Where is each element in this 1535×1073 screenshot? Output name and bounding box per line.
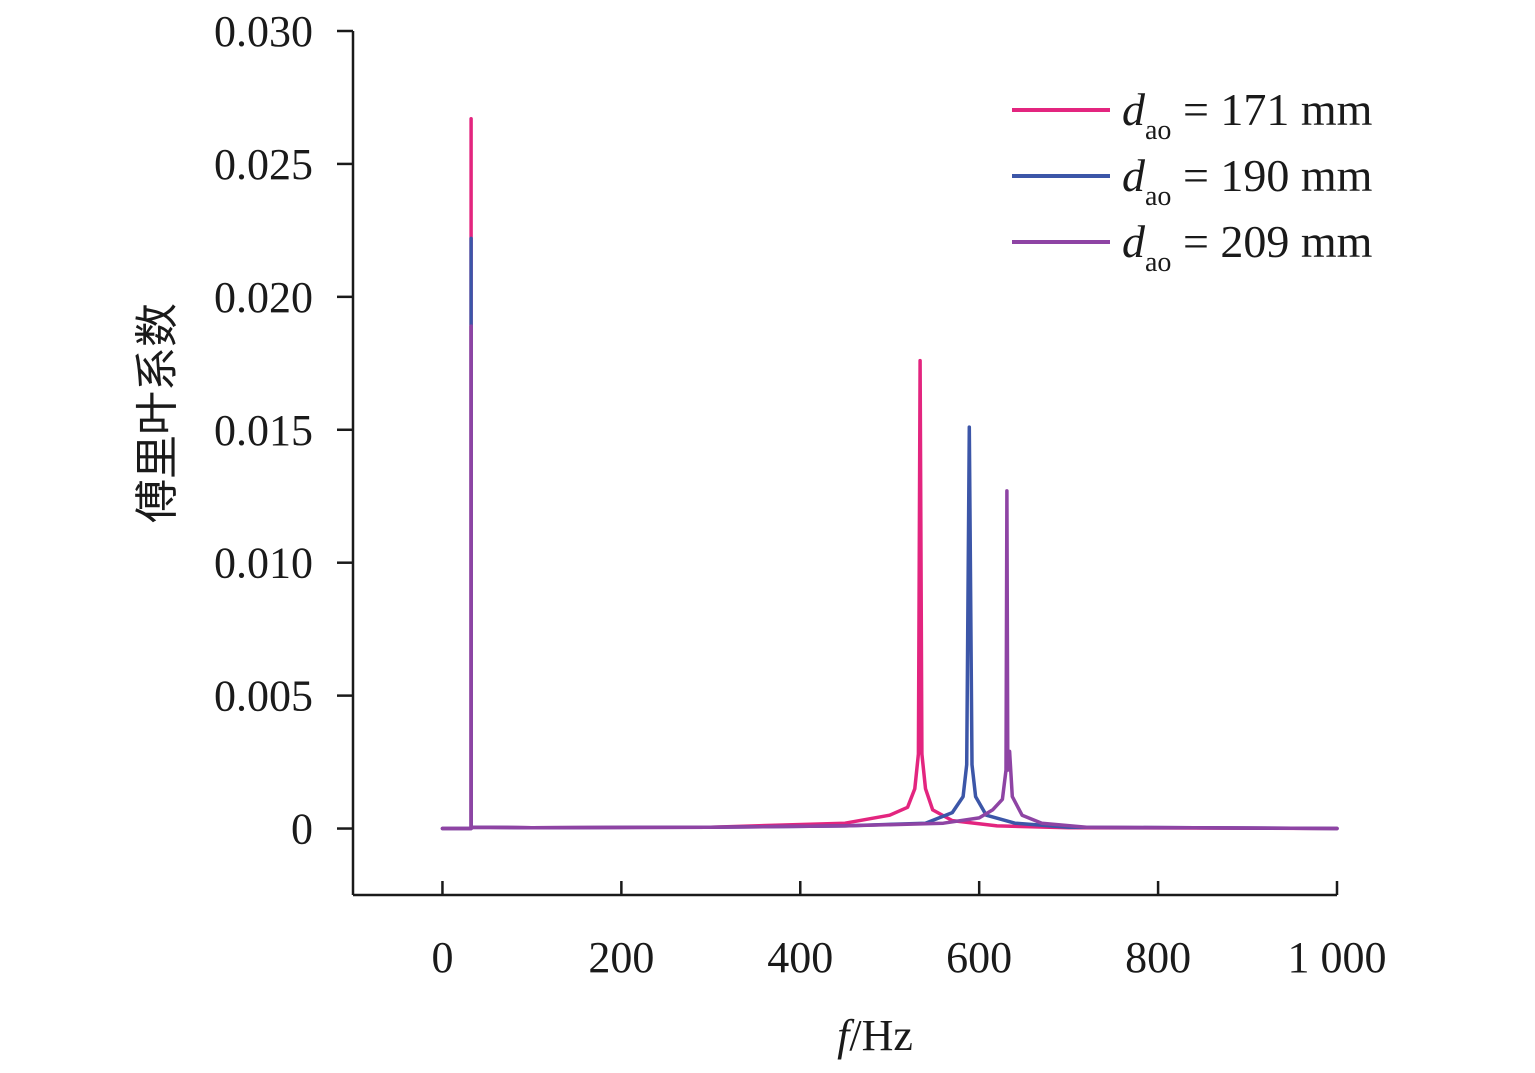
legend-label: dao = 171 mm [1122, 84, 1373, 146]
series-line-3 [440, 324, 1339, 831]
legend-label-value: = 209 mm [1171, 216, 1372, 267]
legend-label-symbol: d [1122, 84, 1146, 135]
y-tick-label: 0.010 [214, 539, 313, 588]
y-tick-label: 0 [291, 805, 313, 854]
series-line-2 [440, 236, 1339, 831]
x-ticks: 0 200 400 600 800 1 000 [431, 881, 1387, 982]
y-tick-label: 0.030 [214, 7, 313, 56]
x-tick-label: 0 [431, 933, 453, 982]
legend-label-value: = 190 mm [1171, 150, 1372, 201]
legend-label-subscript: ao [1145, 247, 1171, 278]
legend-label: dao = 190 mm [1122, 150, 1373, 212]
y-tick-label: 0.025 [214, 140, 313, 189]
legend-label: dao = 209 mm [1122, 216, 1373, 278]
y-axis-title: 傅里叶系数 [133, 303, 182, 523]
y-ticks: 0 0.005 0.010 0.015 0.020 0.025 0.030 [214, 7, 353, 854]
y-tick-label: 0.015 [214, 406, 313, 455]
legend-label-subscript: ao [1145, 115, 1171, 146]
axes: 0 0.005 0.010 0.015 0.020 0.025 0.030 0 200 400 6… [214, 7, 1387, 982]
x-axis-title: f/Hz [837, 1011, 913, 1060]
y-tick-label: 0.005 [214, 672, 313, 721]
legend-label-value: = 171 mm [1171, 84, 1372, 135]
series-lines [440, 116, 1339, 831]
x-tick-label: 400 [767, 933, 833, 982]
x-axis-title-unit: /Hz [849, 1011, 913, 1060]
legend-label-subscript: ao [1145, 181, 1171, 212]
x-tick-label: 600 [946, 933, 1012, 982]
y-tick-label: 0.020 [214, 273, 313, 322]
x-tick-label: 200 [588, 933, 654, 982]
legend-label-symbol: d [1122, 150, 1146, 201]
legend-label-symbol: d [1122, 216, 1146, 267]
x-tick-label: 800 [1125, 933, 1191, 982]
x-tick-label: 1 000 [1288, 933, 1387, 982]
